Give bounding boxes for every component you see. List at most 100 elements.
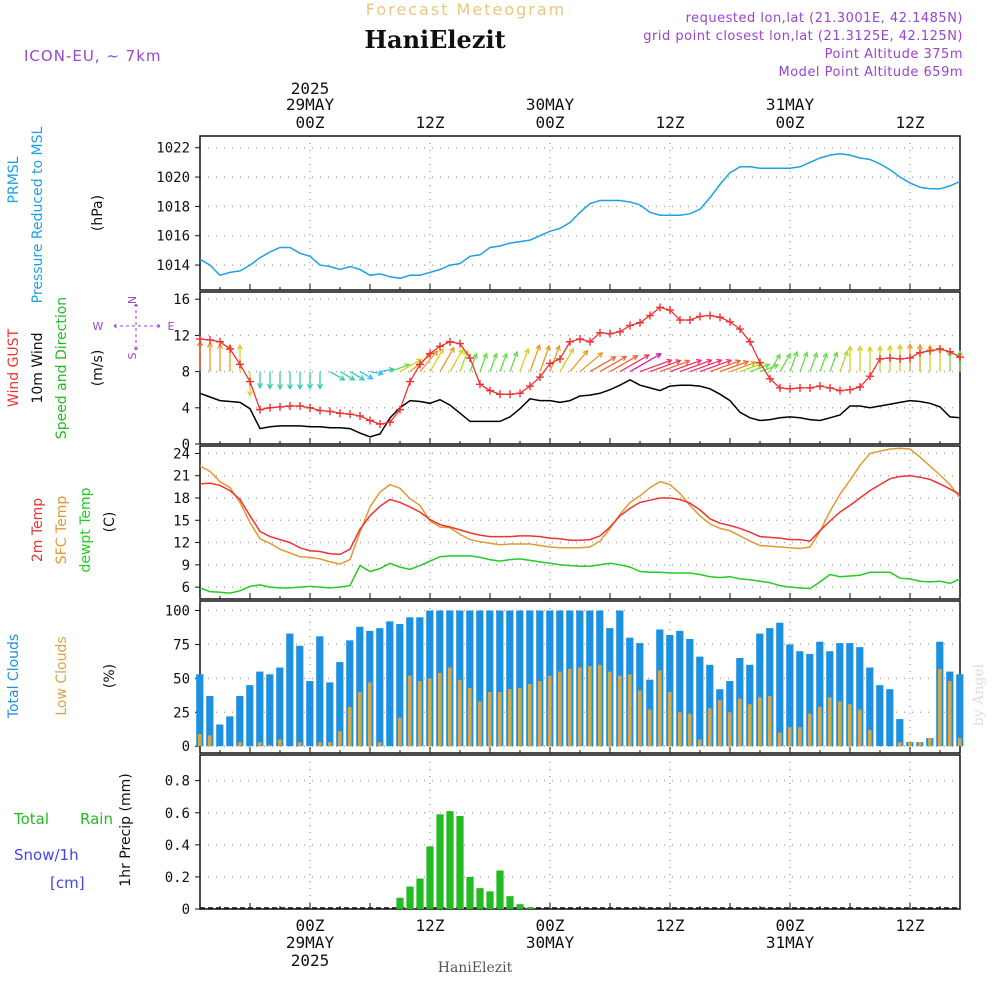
wind-arrow-head <box>822 352 829 359</box>
top-date-label: 29MAY <box>286 95 335 114</box>
wind-arrow-head <box>867 345 873 352</box>
wind-arrow-shaft <box>709 360 741 373</box>
low-cloud-bar <box>328 742 332 747</box>
wind-arrow-head <box>696 358 703 365</box>
total-cloud-bar <box>846 643 854 747</box>
wind-direction-arrow <box>809 351 819 372</box>
wind-arrow-shaft <box>489 353 498 372</box>
sfc-temp-label: SFC Temp <box>54 496 70 565</box>
low-cloud-bar <box>598 664 602 747</box>
gust-marker <box>466 354 474 363</box>
wind-direction-arrow <box>569 349 589 373</box>
wind-arrow-head <box>655 353 662 359</box>
wind-arrow-head <box>843 350 849 357</box>
y-tick-label: 21 <box>173 469 190 485</box>
low-cloud-bar <box>678 712 682 747</box>
wind-direction-arrow <box>589 356 617 373</box>
wind-arrow-shaft <box>649 359 681 373</box>
gust-marker <box>776 383 784 392</box>
gust-marker <box>476 380 484 389</box>
rain-bar <box>426 846 434 909</box>
gust-marker <box>756 358 764 367</box>
wind-speed-dir-label: Speed and Direction <box>54 297 70 439</box>
total-cloud-bar <box>786 644 794 747</box>
wind-arrow-shaft <box>779 353 791 372</box>
low-cloud-bar <box>368 682 372 747</box>
total-cloud-bar <box>536 610 544 747</box>
top-hour-label: 00Z <box>776 113 805 132</box>
wind-direction-arrow <box>439 346 455 372</box>
low-cloud-bar <box>788 727 792 747</box>
low-cloud-bar <box>418 681 422 747</box>
wind-arrow-head <box>764 363 771 369</box>
rain-bar <box>436 814 444 909</box>
wind-arrow-head <box>458 348 464 355</box>
top-year-label: 2025 <box>291 79 330 98</box>
dewpoint-line <box>199 555 961 594</box>
wind-direction-arrow <box>519 347 530 372</box>
low-cloud-bar <box>338 731 342 747</box>
wind-arrow-head <box>247 390 253 398</box>
gust-marker <box>546 359 554 368</box>
wind-direction-arrow <box>729 360 757 373</box>
low-cloud-bar <box>268 744 272 747</box>
top-hour-label: 12Z <box>416 113 445 132</box>
gust-marker <box>376 420 384 429</box>
model-label: ICON-EU, ~ 7km <box>24 47 162 65</box>
compass-east: E <box>168 320 175 333</box>
wind-arrow-head <box>545 344 551 352</box>
wind-speed-line <box>199 378 961 438</box>
sfc-temp-line <box>199 447 961 565</box>
wind-direction-arrow <box>217 342 223 372</box>
gust-marker <box>206 335 214 344</box>
low-cloud-bar <box>588 666 592 747</box>
y-tick-label: 75 <box>173 637 190 653</box>
wind-arrow-head <box>832 351 839 358</box>
low-cloud-bar <box>738 698 742 747</box>
gust-marker <box>726 317 734 326</box>
product-title: Forecast Meteogram <box>366 0 566 19</box>
snow-unit-label: [cm] <box>50 874 85 892</box>
total-cloud-bar <box>216 724 224 747</box>
wind-direction-arrow <box>699 358 733 373</box>
total-cloud-bar <box>306 681 314 747</box>
low-cloud-bar <box>748 704 752 747</box>
precip-panel: 0 0.2 0.4 0.6 0.8 <box>165 754 961 918</box>
wind-arrow-shaft <box>799 352 808 372</box>
gust-marker <box>516 389 524 398</box>
wind-arrow-shaft <box>599 355 627 373</box>
y-tick-label: 0.4 <box>165 838 190 854</box>
wind-arrow-shaft <box>419 350 438 373</box>
gust-marker <box>946 347 954 356</box>
wind-direction-arrow <box>649 359 682 373</box>
wind-arrow-head <box>927 344 933 351</box>
low-cloud-bar <box>578 667 582 747</box>
total-cloud-bar <box>196 674 204 747</box>
wind-arrow-head <box>555 344 561 352</box>
gust-marker <box>266 403 274 412</box>
gust-marker <box>366 416 374 425</box>
wind-direction-arrow <box>349 371 366 381</box>
total-cloud-bar <box>756 633 764 747</box>
gust-marker <box>806 383 814 392</box>
wind-arrow-shaft <box>839 351 848 372</box>
wind-arrow-shaft <box>389 364 410 373</box>
wind-arrow-head <box>734 359 742 365</box>
low-cloud-bar <box>518 687 522 747</box>
wind-arrow-head <box>666 358 673 365</box>
total-cloud-bar <box>486 610 494 747</box>
low-cloud-bar <box>348 706 352 747</box>
bottom-hour-label: 12Z <box>416 916 445 935</box>
y-tick-label: 6 <box>182 580 190 596</box>
wind-arrow-shaft <box>379 368 394 373</box>
wind-arrow-head <box>472 352 478 359</box>
gust-marker <box>716 313 724 322</box>
wind-direction-arrow <box>307 371 313 390</box>
rain-bar <box>396 897 404 909</box>
clouds-unit-label: (%) <box>102 664 118 688</box>
wind-arrow-head <box>463 349 470 356</box>
wind-arrow-head <box>706 358 713 365</box>
low-cloud-bar <box>358 691 362 747</box>
gust-marker <box>496 390 504 399</box>
wind-direction-arrow <box>857 345 863 372</box>
